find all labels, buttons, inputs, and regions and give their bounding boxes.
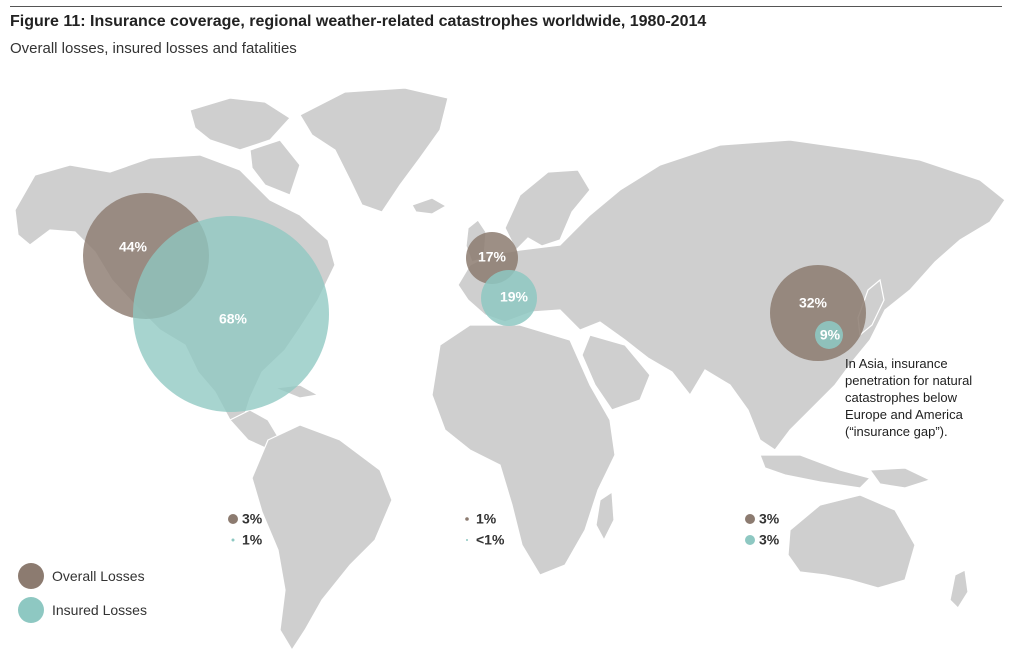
figure-title: Figure 11: Insurance coverage, regional … [10, 13, 707, 30]
bubble-overall-asia [770, 265, 866, 361]
label-overall-north-america: 44% [119, 239, 148, 255]
land-scandinavia [504, 169, 591, 252]
annotation-line-2: penetration for natural [845, 373, 973, 388]
stat-insured-africa: <1% [476, 532, 505, 548]
land-new-guinea [868, 467, 932, 489]
dot-overall-south-america [228, 514, 238, 524]
stats-oceania: 3% 3% [745, 511, 780, 548]
dot-insured-africa [466, 539, 468, 541]
land-south-america [251, 424, 393, 652]
bubble-group-asia: 32% 9% [770, 265, 866, 361]
asia-annotation: In Asia, insurance penetration for natur… [845, 355, 995, 440]
land-new-zealand [949, 569, 969, 609]
land-africa [431, 324, 616, 576]
label-insured-asia: 9% [820, 327, 841, 343]
land-madagascar [595, 490, 615, 542]
dot-insured-south-america [231, 538, 235, 542]
land-australia [787, 494, 916, 589]
label-insured-north-america: 68% [219, 311, 248, 327]
legend-label-overall: Overall Losses [52, 568, 145, 584]
stat-insured-oceania: 3% [759, 532, 780, 548]
land-greenland [299, 87, 449, 213]
land-arabia [581, 334, 651, 411]
annotation-line-1: In Asia, insurance [845, 356, 948, 371]
bubble-group-europe: 17% 19% [466, 232, 537, 326]
dot-overall-oceania [745, 514, 755, 524]
dot-overall-africa [465, 517, 469, 521]
label-overall-asia: 32% [799, 295, 828, 311]
label-insured-europe: 19% [500, 289, 529, 305]
legend-swatch-insured [18, 597, 44, 623]
dot-insured-oceania [745, 535, 755, 545]
annotation-line-5: (“insurance gap”). [845, 424, 948, 439]
bubble-insured-europe [481, 270, 537, 326]
stat-overall-africa: 1% [476, 511, 497, 527]
legend-item-insured: Insured Losses [18, 597, 147, 623]
figure-subtitle: Overall losses, insured losses and fatal… [10, 40, 297, 57]
stat-overall-oceania: 3% [759, 511, 780, 527]
legend-item-overall: Overall Losses [18, 563, 145, 589]
stat-overall-south-america: 3% [242, 511, 263, 527]
bubble-insured-north-america [133, 216, 329, 412]
bubble-group-north-america: 44% 68% [83, 193, 329, 412]
title-rule [10, 6, 1002, 7]
stat-insured-south-america: 1% [242, 532, 263, 548]
label-overall-europe: 17% [478, 249, 507, 265]
stats-africa: 1% <1% [465, 511, 505, 548]
stats-south-america: 3% 1% [228, 511, 263, 548]
legend-label-insured: Insured Losses [52, 602, 147, 618]
legend-swatch-overall [18, 563, 44, 589]
land-eurasia [457, 139, 1006, 451]
annotation-line-3: catastrophes below [845, 390, 958, 405]
land-indonesia [759, 454, 872, 489]
bubble-insured-asia [815, 321, 843, 349]
land-arctic-islands [189, 97, 291, 151]
land-iceland [411, 197, 448, 215]
annotation-line-4: Europe and America [845, 407, 963, 422]
land-baffin [249, 139, 301, 196]
